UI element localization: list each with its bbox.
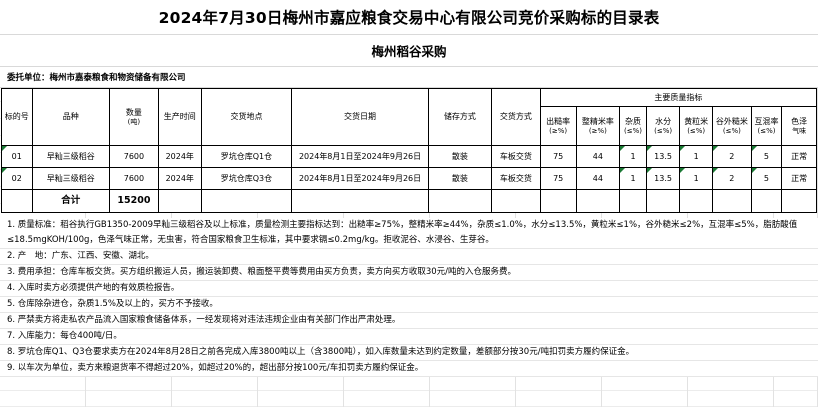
note-item: 5. 仓库除杂进仓，杂质1.5%及以上的，买方不予接收。 xyxy=(0,297,818,313)
cell-production-time[interactable]: 2024年 xyxy=(157,167,202,190)
col-header-husked-rice: 谷外糙米 (≤%) xyxy=(711,106,752,146)
note-item: 9. 以车次为单位，卖方来粮退货率不得超过20%，如超过20%的，超出部分按10… xyxy=(0,361,818,377)
document-title-row: 2024年7月30日梅州市嘉应粮食交易中心有限公司竞价采购标的目录表 xyxy=(0,0,818,35)
table-row[interactable]: 01 早籼三级稻谷 7600 2024年 罗坑仓库Q1仓 2024年8月1日至2… xyxy=(1,145,817,168)
cell-quantity[interactable]: 7600 xyxy=(108,167,159,190)
table-total-row: 合计 15200 xyxy=(1,189,817,213)
page-title: 2024年7月30日梅州市嘉应粮食交易中心有限公司竞价采购标的目录表 xyxy=(158,9,660,27)
total-empty-cell xyxy=(619,189,647,213)
table-row[interactable]: 02 早籼三级稻谷 7600 2024年 罗坑仓库Q3仓 2024年8月1日至2… xyxy=(1,167,817,190)
cell-head-rice-rate[interactable]: 44 xyxy=(575,145,621,168)
cell-husked-rice[interactable]: 2 xyxy=(711,145,752,168)
total-empty-cell xyxy=(539,189,577,213)
cell-quantity[interactable]: 7600 xyxy=(108,145,159,168)
note-item: 7. 入库能力：每仓400吨/日。 xyxy=(0,329,818,345)
cell-variety[interactable]: 早籼三级稻谷 xyxy=(31,167,110,190)
cell-brown-rice-rate[interactable]: 75 xyxy=(539,145,577,168)
note-item: 8. 罗坑仓库Q1、Q3仓要求卖方在2024年8月28日之前各完成入库3800吨… xyxy=(0,345,818,361)
client-unit-label: 委托单位：梅州市嘉泰粮食和物资储备有限公司 xyxy=(7,73,186,83)
cell-moisture[interactable]: 13.5 xyxy=(645,167,681,190)
cell-head-rice-rate[interactable]: 44 xyxy=(575,167,621,190)
cell-lot-no[interactable]: 02 xyxy=(1,167,33,190)
col-header-storage-method: 储存方式 xyxy=(427,88,492,146)
col-header-moisture: 水分 (≤%) xyxy=(645,106,681,146)
cell-yellow-rice[interactable]: 1 xyxy=(679,145,713,168)
client-unit-row: 委托单位：梅州市嘉泰粮食和物资储备有限公司 xyxy=(0,67,818,88)
col-header-quality-group: 主要质量指标 xyxy=(539,88,818,107)
total-empty-cell xyxy=(157,189,202,213)
note-item: 2. 产 地：广东、江西、安徽、湖北。 xyxy=(0,249,818,265)
bid-catalog-table: 标的号 品种 数量 (吨) 生产时间 交货地点 交货日期 xyxy=(1,88,818,213)
total-empty-cell xyxy=(711,189,752,213)
cell-mix-rate[interactable]: 5 xyxy=(750,145,783,168)
col-header-mix-rate: 互混率 (≤%) xyxy=(750,106,783,146)
note-item: 1. 质量标准：稻谷执行GB1350-2009早籼三级稻谷及以上标准，质量检测主… xyxy=(0,218,818,249)
cell-variety[interactable]: 早籼三级稻谷 xyxy=(31,145,110,168)
total-empty-cell xyxy=(750,189,783,213)
cell-color-odor[interactable]: 正常 xyxy=(781,167,817,190)
total-empty-cell xyxy=(575,189,621,213)
col-header-brown-rice-rate: 出糙率 (≥%) xyxy=(539,106,577,146)
total-label: 合计 xyxy=(31,189,110,213)
col-header-color-odor: 色泽 气味 xyxy=(781,106,817,146)
cell-delivery-place[interactable]: 罗坑仓库Q1仓 xyxy=(200,145,293,168)
note-item: 6. 严禁卖方将走私农产品流入国家粮食储备体系，一经发现将对违法违规企业由有关部… xyxy=(0,313,818,329)
col-header-delivery-date: 交货日期 xyxy=(291,88,429,146)
cell-husked-rice[interactable]: 2 xyxy=(711,167,752,190)
cell-delivery-place[interactable]: 罗坑仓库Q3仓 xyxy=(200,167,293,190)
col-header-quantity: 数量 (吨) xyxy=(108,88,159,146)
total-empty-cell xyxy=(1,189,33,213)
total-empty-cell xyxy=(291,189,429,213)
cell-delivery-method[interactable]: 车板交货 xyxy=(490,145,541,168)
col-header-delivery-method: 交货方式 xyxy=(490,88,541,146)
cell-production-time[interactable]: 2024年 xyxy=(157,145,202,168)
note-item: 4. 入库时卖方必须提供产地的有效质检报告。 xyxy=(0,281,818,297)
cell-impurity[interactable]: 1 xyxy=(619,167,647,190)
total-empty-cell xyxy=(427,189,492,213)
cell-yellow-rice[interactable]: 1 xyxy=(679,167,713,190)
col-header-impurity: 杂质 (≤%) xyxy=(619,106,647,146)
total-empty-cell xyxy=(490,189,541,213)
cell-storage-method[interactable]: 散装 xyxy=(427,145,492,168)
cell-storage-method[interactable]: 散装 xyxy=(427,167,492,190)
cell-color-odor[interactable]: 正常 xyxy=(781,145,817,168)
col-header-delivery-place: 交货地点 xyxy=(200,88,293,146)
notes-section: 1. 质量标准：稻谷执行GB1350-2009早籼三级稻谷及以上标准，质量检测主… xyxy=(0,213,818,377)
cell-lot-no[interactable]: 01 xyxy=(1,145,33,168)
cell-impurity[interactable]: 1 xyxy=(619,145,647,168)
col-header-yellow-rice: 黄粒米 (≤%) xyxy=(679,106,713,146)
col-header-production-time: 生产时间 xyxy=(157,88,202,146)
col-header-head-rice-rate: 整精米率 (≥%) xyxy=(575,106,621,146)
document-subtitle-row: 梅州稻谷采购 xyxy=(0,35,818,67)
total-empty-cell xyxy=(200,189,293,213)
cell-moisture[interactable]: 13.5 xyxy=(645,145,681,168)
page-subtitle: 梅州稻谷采购 xyxy=(371,44,447,59)
cell-delivery-date[interactable]: 2024年8月1日至2024年9月26日 xyxy=(291,167,429,190)
total-quantity-value: 15200 xyxy=(108,189,159,213)
total-empty-cell xyxy=(679,189,713,213)
cell-delivery-method[interactable]: 车板交货 xyxy=(490,167,541,190)
total-empty-cell xyxy=(645,189,681,213)
total-empty-cell xyxy=(781,189,817,213)
cell-mix-rate[interactable]: 5 xyxy=(750,167,783,190)
col-header-variety: 品种 xyxy=(31,88,110,146)
cell-brown-rice-rate[interactable]: 75 xyxy=(539,167,577,190)
col-header-lot-no: 标的号 xyxy=(1,88,33,146)
note-item: 3. 费用承担：仓库车板交货。买方组织搬运人员，搬运装卸费、粮面整平费等费用由买… xyxy=(0,265,818,281)
cell-delivery-date[interactable]: 2024年8月1日至2024年9月26日 xyxy=(291,145,429,168)
